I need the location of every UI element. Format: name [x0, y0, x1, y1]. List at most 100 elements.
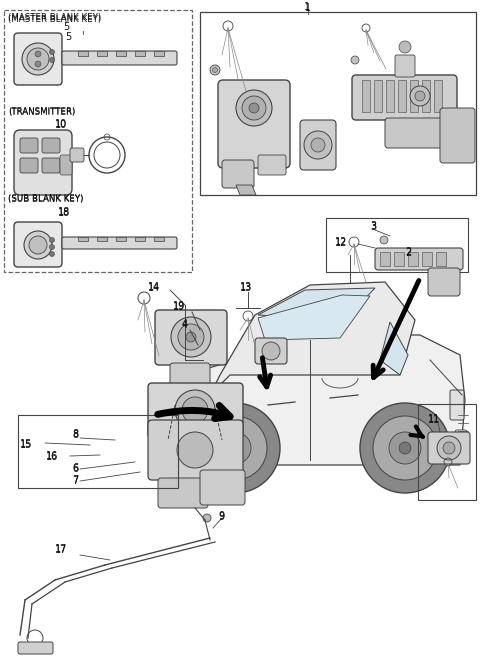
Text: 17: 17	[55, 545, 67, 555]
Circle shape	[380, 236, 388, 244]
Circle shape	[213, 68, 217, 73]
Text: 13: 13	[240, 283, 252, 293]
FancyBboxPatch shape	[300, 120, 336, 170]
Text: 9: 9	[218, 512, 224, 522]
FancyBboxPatch shape	[255, 338, 287, 364]
FancyBboxPatch shape	[14, 33, 62, 85]
Circle shape	[229, 442, 241, 454]
Circle shape	[373, 416, 437, 480]
FancyBboxPatch shape	[385, 118, 465, 148]
FancyBboxPatch shape	[62, 237, 177, 249]
FancyBboxPatch shape	[170, 363, 210, 385]
Bar	[116, 51, 126, 56]
FancyBboxPatch shape	[258, 155, 286, 175]
Text: (SUB BLANK KEY): (SUB BLANK KEY)	[8, 195, 84, 204]
Text: 8: 8	[72, 430, 78, 440]
Text: 16: 16	[46, 452, 58, 462]
FancyBboxPatch shape	[18, 642, 53, 654]
Bar	[97, 51, 107, 56]
Bar	[135, 51, 145, 56]
Circle shape	[236, 90, 272, 126]
FancyBboxPatch shape	[62, 51, 177, 65]
Text: 5: 5	[63, 22, 69, 32]
Circle shape	[171, 317, 211, 357]
Bar	[422, 252, 432, 266]
FancyBboxPatch shape	[42, 158, 60, 173]
Text: 9: 9	[218, 511, 224, 521]
Polygon shape	[258, 295, 370, 340]
Bar	[436, 252, 446, 266]
Text: 12: 12	[335, 238, 348, 248]
Text: 16: 16	[46, 451, 58, 461]
Bar	[78, 51, 88, 56]
Bar	[418, 404, 476, 500]
Circle shape	[178, 324, 204, 350]
Text: (MASTER BLANK KEY): (MASTER BLANK KEY)	[8, 15, 101, 24]
Bar	[18, 415, 178, 488]
FancyBboxPatch shape	[218, 80, 290, 168]
Circle shape	[22, 43, 54, 75]
Circle shape	[443, 442, 455, 454]
Circle shape	[49, 251, 55, 256]
Text: 15: 15	[20, 440, 32, 450]
Polygon shape	[236, 185, 256, 195]
Text: 1: 1	[304, 2, 310, 12]
FancyBboxPatch shape	[440, 108, 475, 163]
Text: 4: 4	[182, 320, 188, 330]
Bar	[154, 237, 164, 241]
Text: (SUB BLANK KEY): (SUB BLANK KEY)	[8, 194, 84, 203]
Text: 5: 5	[65, 32, 71, 42]
Bar	[434, 80, 442, 112]
Circle shape	[24, 231, 52, 259]
Bar	[422, 80, 430, 112]
Text: 2: 2	[405, 247, 411, 257]
Text: 15: 15	[20, 439, 32, 449]
Circle shape	[249, 103, 259, 113]
Circle shape	[304, 131, 332, 159]
Text: 14: 14	[148, 283, 160, 293]
Text: 8: 8	[72, 429, 78, 439]
FancyBboxPatch shape	[155, 310, 227, 365]
Text: 4: 4	[182, 319, 188, 329]
Circle shape	[203, 514, 211, 522]
FancyBboxPatch shape	[455, 430, 467, 460]
Circle shape	[49, 237, 55, 243]
Circle shape	[175, 390, 215, 430]
Circle shape	[360, 403, 450, 493]
Circle shape	[399, 442, 411, 454]
Bar	[380, 252, 390, 266]
Circle shape	[410, 86, 430, 106]
Bar	[78, 237, 88, 241]
Circle shape	[219, 432, 251, 464]
Circle shape	[29, 236, 47, 254]
FancyBboxPatch shape	[158, 478, 208, 508]
Text: (TRANSMITTER): (TRANSMITTER)	[8, 108, 75, 117]
Circle shape	[27, 48, 49, 70]
FancyBboxPatch shape	[42, 138, 60, 153]
Text: (TRANSMITTER): (TRANSMITTER)	[8, 107, 75, 116]
Circle shape	[49, 58, 55, 62]
Circle shape	[49, 49, 55, 54]
FancyBboxPatch shape	[428, 268, 460, 296]
FancyBboxPatch shape	[14, 130, 72, 195]
Text: 13: 13	[240, 282, 252, 292]
Bar	[398, 80, 406, 112]
Circle shape	[242, 96, 266, 120]
FancyBboxPatch shape	[222, 160, 254, 188]
Bar	[408, 252, 418, 266]
Text: 17: 17	[55, 544, 67, 554]
FancyBboxPatch shape	[450, 390, 464, 420]
Text: 18: 18	[58, 208, 70, 218]
FancyBboxPatch shape	[352, 75, 457, 120]
Text: 12: 12	[335, 237, 348, 247]
Circle shape	[203, 416, 267, 480]
FancyBboxPatch shape	[375, 248, 463, 270]
Circle shape	[35, 61, 41, 67]
Bar	[4, 10, 192, 272]
Polygon shape	[258, 288, 375, 320]
FancyBboxPatch shape	[395, 55, 415, 77]
Bar	[386, 80, 394, 112]
Circle shape	[186, 332, 196, 342]
Text: 6: 6	[72, 464, 78, 474]
Circle shape	[351, 56, 359, 64]
